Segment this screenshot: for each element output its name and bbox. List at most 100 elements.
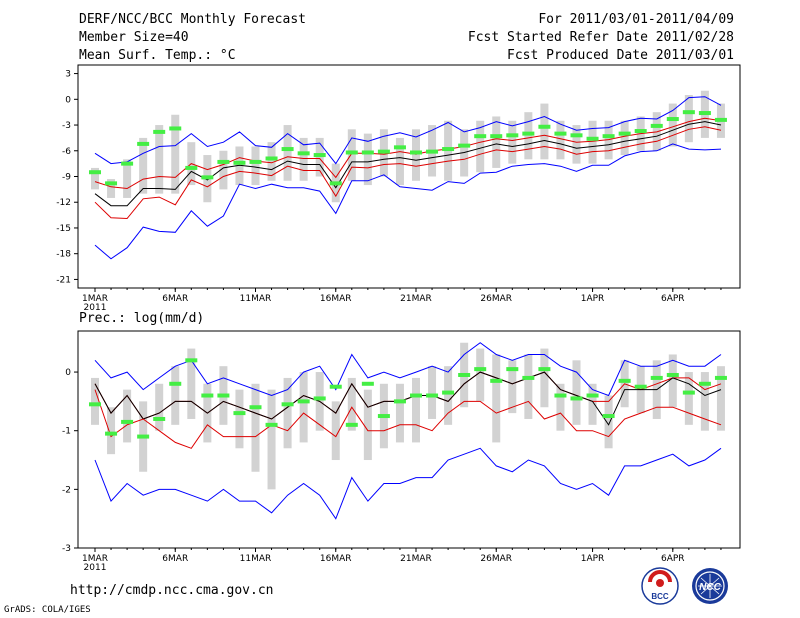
temp-obs-marker [249,159,262,164]
temp-obs-marker [137,141,150,146]
prec-xtick-label: 26MAR [480,554,512,564]
prec-obs-marker [554,393,567,398]
prec-series-mean-line [94,371,722,426]
temp-ytick-label: -9 [62,173,71,183]
temp-obs-marker [458,143,471,148]
prec-year-label: 2011 [84,563,107,573]
prec-spread-bar [716,366,725,431]
temp-obs-marker [105,181,118,186]
bcc-logo-icon: BCC [641,567,679,605]
temp-series-lower-line [94,126,722,220]
prec-obs-marker [297,399,310,404]
temp-spread-bar [540,103,549,160]
temp-spread-bar [363,133,372,186]
temp-obs-marker [185,165,198,170]
temp-xtick-label: 1APR [581,294,605,304]
chart-title: DERF/NCC/BCC Monthly Forecast [79,12,306,27]
prec-obs-marker [474,367,487,372]
temp-obs-marker [410,150,422,155]
prec-ytick-label: 0 [65,368,71,378]
temp-spread-bar [492,116,501,168]
prec-spread-bar [428,366,437,419]
prec-obs-marker [185,358,198,363]
temp-xtick-label: 6APR [661,294,685,304]
footer-url[interactable]: http://cmdp.ncc.cma.gov.cn [70,583,274,598]
prec-obs-marker [393,399,406,404]
temp-obs-marker [666,117,679,122]
prec-spread-bar [556,383,565,431]
prec-obs-marker [666,372,679,377]
temp-spread-bar [107,179,116,198]
temp-spread-bar [347,129,356,181]
prec-spread-bar [91,377,99,425]
prec-obs-marker [249,405,262,410]
temp-series-min-line [94,143,722,260]
temp-obs-marker [634,129,647,134]
temp-spread-bar [476,120,485,173]
prec-spread-bar [155,383,164,431]
prec-spread-bar [572,360,581,425]
prec-series-max-line [94,342,722,397]
temp-spread-bar [395,137,404,186]
temp-obs-marker [602,134,615,139]
prec-ytick-label: -1 [62,427,71,437]
prec-obs-marker [121,419,134,424]
prec-obs-marker [169,381,182,386]
temp-spread-bar [171,114,180,194]
temp-series-max-line [94,96,722,165]
prec-obs-marker [618,378,631,383]
temp-spread-bar [299,137,308,181]
temp-spread-bar [155,125,164,194]
temp-spread-bar [123,159,132,198]
temp-obs-marker [233,160,246,165]
prec-spread-bar [347,377,356,431]
prec-obs-marker [682,390,695,395]
ncc-logo-icon: NCC [692,568,728,604]
temp-obs-marker [698,111,711,116]
temp-ytick-label: -6 [62,147,71,157]
prec-spread-bar [444,366,453,425]
temp-spread-bar [219,150,228,190]
prec-xtick-label: 1MAR [82,554,108,564]
prec-obs-marker [313,396,326,401]
prec-obs-marker [410,393,422,398]
temp-obs-marker [586,136,599,141]
prec-xtick-label: 16MAR [320,554,352,564]
temp-spread-bar [315,137,324,177]
prec-obs-marker [506,367,519,372]
prec-obs-marker [490,378,503,383]
temp-spread-bar [684,95,693,143]
temp-ytick-label: 3 [65,70,71,80]
temp-obs-marker [361,150,374,155]
prec-obs-marker [426,393,439,398]
temp-obs-marker [297,151,310,156]
temp-obs-marker [682,110,695,115]
prec-spread-bar [476,348,485,402]
temp-obs-marker [522,131,535,136]
prec-spread-bar [171,366,180,425]
temp-spread-bar [508,120,517,164]
temp-spread-bar [668,103,677,147]
temp-obs-marker [554,131,567,136]
temp-ytick-label: -18 [56,250,71,260]
prec-xtick-label: 6MAR [162,554,188,564]
prec-obs-marker [586,393,599,398]
temp-ytick-label: -21 [56,275,71,285]
temp-obs-marker [426,149,439,154]
prec-spread-bar [235,389,244,449]
prec-spread-bar [492,354,501,443]
temp-ytick-label: -15 [56,224,71,234]
temp-obs-marker [618,131,631,136]
prec-spread-bar [331,401,340,461]
prec-xtick-label: 21MAR [400,554,432,564]
grads-credit: GrADS: COLA/IGES [4,605,91,615]
temp-obs-marker [217,159,230,164]
prec-plot-frame [77,330,741,549]
temp-xtick-label: 21MAR [400,294,432,304]
prec-obs-marker [233,411,246,416]
temp-obs-marker [377,149,390,154]
prec-obs-marker [377,414,390,419]
forecast-period: For 2011/03/01-2011/04/09 [538,12,734,27]
